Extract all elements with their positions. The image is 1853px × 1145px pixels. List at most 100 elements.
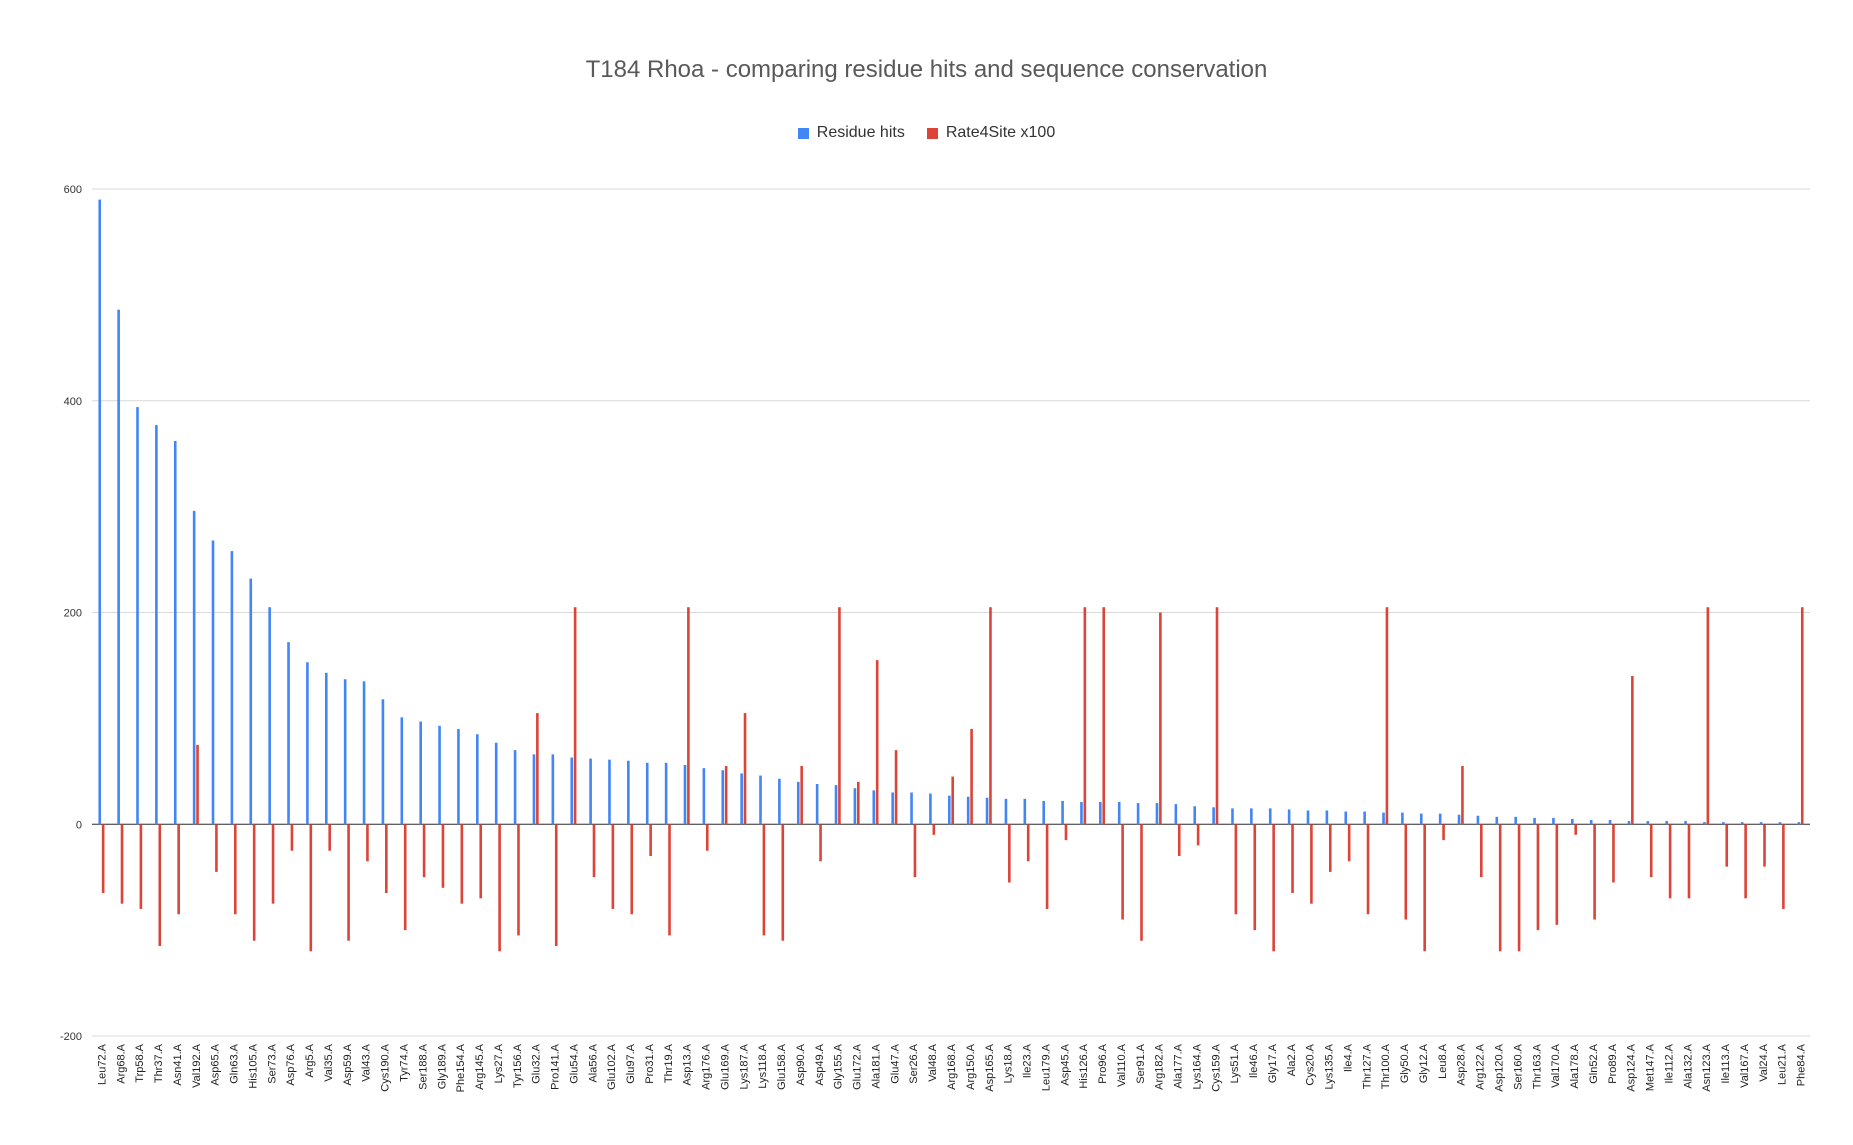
bar-residue-hits: [1061, 800, 1064, 825]
x-tick-label: Gly189.A: [436, 1043, 448, 1089]
bar-rate4site: [705, 824, 709, 851]
bar-rate4site: [196, 744, 199, 825]
bar-residue-hits: [1080, 802, 1083, 825]
x-tick-label: Ile4.A: [1342, 1043, 1354, 1072]
bar-rate4site: [649, 824, 652, 857]
x-tick-label: Phe154.A: [455, 1043, 467, 1092]
bar-rate4site: [970, 728, 973, 825]
x-tick-label: Gly12.A: [1418, 1043, 1430, 1083]
x-tick-label: Glu54.A: [568, 1043, 580, 1083]
x-tick-label: Val43.A: [361, 1043, 373, 1081]
legend-item-rate4site[interactable]: Rate4Site x100: [926, 124, 1055, 142]
bar-residue-hits: [815, 784, 819, 825]
x-tick-label: Gly17.A: [1267, 1043, 1279, 1083]
bar-rate4site: [1366, 824, 1370, 915]
x-tick-label: Arg168.A: [946, 1043, 958, 1090]
bar-rate4site: [1763, 824, 1766, 867]
bar-rate4site: [309, 824, 313, 952]
bar-rate4site: [1291, 824, 1294, 894]
bar-rate4site: [554, 824, 558, 947]
bar-rate4site: [441, 824, 445, 888]
x-tick-label: Lys135.A: [1324, 1043, 1336, 1089]
x-tick-label: Glu169.A: [719, 1043, 731, 1090]
bar-rate4site: [573, 607, 577, 825]
bar-rate4site: [139, 824, 143, 909]
y-tick-label: -200: [60, 1031, 82, 1043]
x-tick-label: Thr19.A: [663, 1043, 675, 1083]
bar-residue-hits: [1476, 815, 1480, 825]
bar-residue-hits: [759, 775, 762, 825]
bar-rate4site: [120, 824, 124, 904]
x-tick-label: Pro141.A: [550, 1043, 562, 1090]
x-tick-label: Ala56.A: [587, 1043, 599, 1082]
bar-residue-hits: [834, 785, 838, 825]
bar-rate4site: [1008, 824, 1011, 883]
x-tick-label: Ile112.A: [1663, 1043, 1675, 1083]
bar-residue-hits: [608, 759, 611, 825]
bar-residue-hits: [1306, 810, 1310, 825]
bar-rate4site: [1253, 824, 1257, 931]
bar-residue-hits: [400, 717, 404, 825]
x-tick-label: Leu8.A: [1437, 1043, 1449, 1079]
bar-rate4site: [1177, 824, 1181, 857]
bar-residue-hits: [192, 510, 196, 825]
bar-residue-hits: [1363, 811, 1366, 825]
bar-residue-hits: [1740, 822, 1744, 825]
legend-item-residue-hits[interactable]: Residue hits: [797, 124, 905, 142]
bar-residue-hits: [1778, 822, 1782, 825]
x-tick-label: Ile23.A: [1022, 1043, 1034, 1078]
bar-residue-hits: [627, 760, 630, 825]
bar-residue-hits: [1117, 802, 1121, 825]
bar-rate4site: [460, 824, 464, 904]
bar-rate4site: [498, 824, 501, 952]
x-tick-label: Tyr156.A: [512, 1043, 524, 1088]
x-tick-label: Asp120.A: [1493, 1043, 1505, 1091]
bar-rate4site: [1272, 824, 1275, 952]
x-tick-label: Met147.A: [1645, 1043, 1657, 1091]
bar-rate4site: [1121, 824, 1124, 920]
bar-rate4site: [252, 824, 256, 941]
bar-residue-hits: [1552, 817, 1555, 825]
bar-rate4site: [1744, 824, 1747, 899]
x-tick-label: Asp76.A: [285, 1043, 297, 1085]
bar-rate4site: [819, 824, 822, 862]
x-tick-label: Thr163.A: [1531, 1043, 1543, 1089]
bar-residue-hits: [1589, 820, 1593, 825]
bar-residue-hits: [1457, 814, 1461, 825]
bar-rate4site: [215, 824, 218, 872]
x-tick-label: Val170.A: [1550, 1043, 1562, 1087]
bar-residue-hits: [1023, 798, 1027, 825]
x-tick-label: Lys51.A: [1229, 1043, 1241, 1083]
x-tick-label: Ser26.A: [908, 1043, 920, 1083]
bar-rate4site: [913, 824, 917, 878]
x-tick-label: Ala177.A: [1173, 1043, 1185, 1088]
y-tick-label: 400: [64, 396, 82, 408]
x-tick-label: Glu172.A: [852, 1043, 864, 1090]
bar-rate4site: [1196, 824, 1200, 846]
x-tick-label: Leu179.A: [1040, 1043, 1052, 1091]
bar-rate4site: [1215, 607, 1219, 825]
bar-residue-hits: [1722, 822, 1725, 825]
x-tick-label: Lys164.A: [1191, 1043, 1203, 1089]
bar-rate4site: [743, 713, 747, 825]
bar-residue-hits: [910, 792, 913, 825]
bar-rate4site: [724, 766, 728, 825]
bar-rate4site: [1423, 824, 1426, 952]
x-tick-label: Glu97.A: [625, 1043, 637, 1083]
bar-residue-hits: [589, 758, 592, 825]
bar-residue-hits: [721, 770, 725, 825]
bar-residue-hits: [155, 425, 158, 825]
bar-residue-hits: [740, 773, 743, 825]
x-tick-label: Pro96.A: [1097, 1043, 1109, 1083]
x-tick-label: Trp58.A: [134, 1043, 146, 1082]
bar-residue-hits: [683, 764, 687, 825]
bar-rate4site: [158, 824, 162, 947]
bar-rate4site: [1310, 824, 1313, 904]
x-tick-label: Pro89.A: [1607, 1043, 1619, 1083]
bar-rate4site: [366, 824, 369, 862]
bar-rate4site: [1102, 607, 1106, 825]
bar-residue-hits: [532, 754, 536, 825]
bar-rate4site: [1140, 824, 1143, 941]
bar-rate4site: [1347, 824, 1351, 862]
legend-swatch-residue-hits: [797, 127, 809, 139]
